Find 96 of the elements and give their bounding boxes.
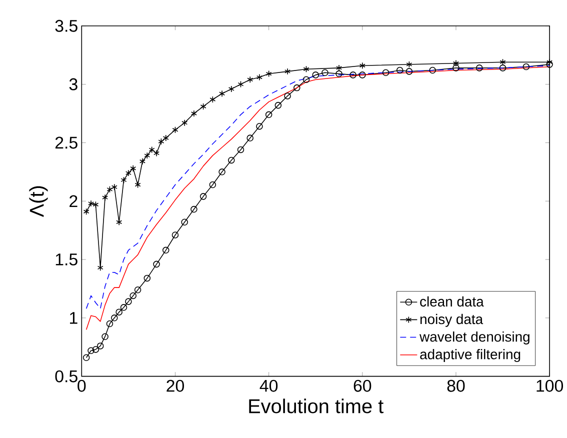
point (134, 181, 141, 188)
point (102, 194, 108, 201)
legend-label: adaptive filtering (420, 349, 520, 362)
point (102, 333, 108, 340)
point (120, 176, 127, 184)
point (359, 72, 366, 78)
point (238, 80, 244, 88)
point (396, 66, 404, 74)
point (210, 96, 216, 103)
y-tick-label: 2.5 (55, 136, 78, 149)
point (382, 69, 390, 76)
point (247, 76, 254, 83)
x-axis-title: Evolution time t (249, 398, 384, 414)
point (218, 168, 226, 176)
point (284, 68, 291, 75)
point (106, 186, 113, 193)
point (82, 354, 90, 362)
point (190, 110, 197, 117)
x-tick-label: 40 (260, 380, 278, 392)
point (246, 134, 254, 142)
y-tick-label: 1 (70, 312, 78, 324)
point (302, 76, 310, 83)
point (322, 69, 328, 76)
point (336, 64, 342, 72)
point (172, 232, 179, 238)
point (125, 170, 132, 176)
point (499, 64, 506, 72)
x-tick-label: 20 (166, 380, 184, 392)
point (172, 126, 178, 134)
point (336, 70, 342, 78)
point (83, 208, 90, 215)
point (228, 156, 235, 164)
point (522, 63, 530, 70)
y-axis-title: Λ(t) (29, 186, 48, 218)
point (406, 68, 413, 75)
point (139, 158, 146, 165)
point (88, 200, 94, 207)
point (265, 111, 272, 118)
legend-label: wavelet denoising (420, 331, 530, 344)
point (182, 119, 188, 126)
point (219, 90, 226, 98)
point (200, 103, 206, 110)
point (162, 246, 170, 254)
y-tick-label: 3.5 (55, 20, 78, 32)
point (106, 320, 114, 328)
point (92, 346, 100, 353)
point (256, 122, 263, 130)
point (350, 72, 356, 78)
legend-label: clean data (420, 296, 484, 307)
y-tick-label: 3 (69, 78, 78, 90)
point (294, 84, 300, 92)
point (546, 61, 553, 68)
x-tick-label: 0 (78, 380, 86, 392)
point (312, 72, 319, 78)
point (266, 70, 272, 78)
point (274, 102, 282, 109)
point (130, 292, 136, 300)
x-tick-label: 60 (354, 380, 372, 392)
point (134, 286, 142, 294)
point (256, 74, 262, 81)
point (209, 181, 216, 188)
point (144, 152, 150, 159)
point (476, 64, 483, 72)
point (111, 314, 118, 322)
legend-label: noisy data (420, 314, 484, 327)
y-tick-label: 2 (70, 195, 78, 207)
point (237, 146, 244, 154)
point (452, 64, 460, 72)
point (429, 66, 436, 74)
point (130, 164, 136, 172)
point (303, 66, 310, 72)
point (500, 58, 506, 66)
point (158, 138, 164, 145)
point (162, 134, 169, 142)
point (92, 201, 99, 208)
point (116, 308, 122, 316)
point (125, 298, 132, 305)
point (200, 193, 207, 200)
point (153, 260, 160, 268)
point (144, 274, 151, 282)
point (120, 304, 128, 311)
y-tick-label: 1.5 (56, 254, 78, 266)
point (111, 184, 118, 190)
x-tick-label: 80 (447, 380, 465, 392)
point (181, 218, 188, 226)
point (452, 60, 459, 67)
point (96, 342, 104, 350)
point (284, 92, 291, 100)
point (406, 61, 412, 68)
point (190, 206, 198, 213)
y-tick-label: 0.5 (55, 370, 78, 382)
point (228, 86, 234, 92)
point (88, 347, 94, 354)
point (359, 62, 366, 69)
x-tick-label: 100 (536, 380, 564, 392)
point (97, 264, 104, 272)
